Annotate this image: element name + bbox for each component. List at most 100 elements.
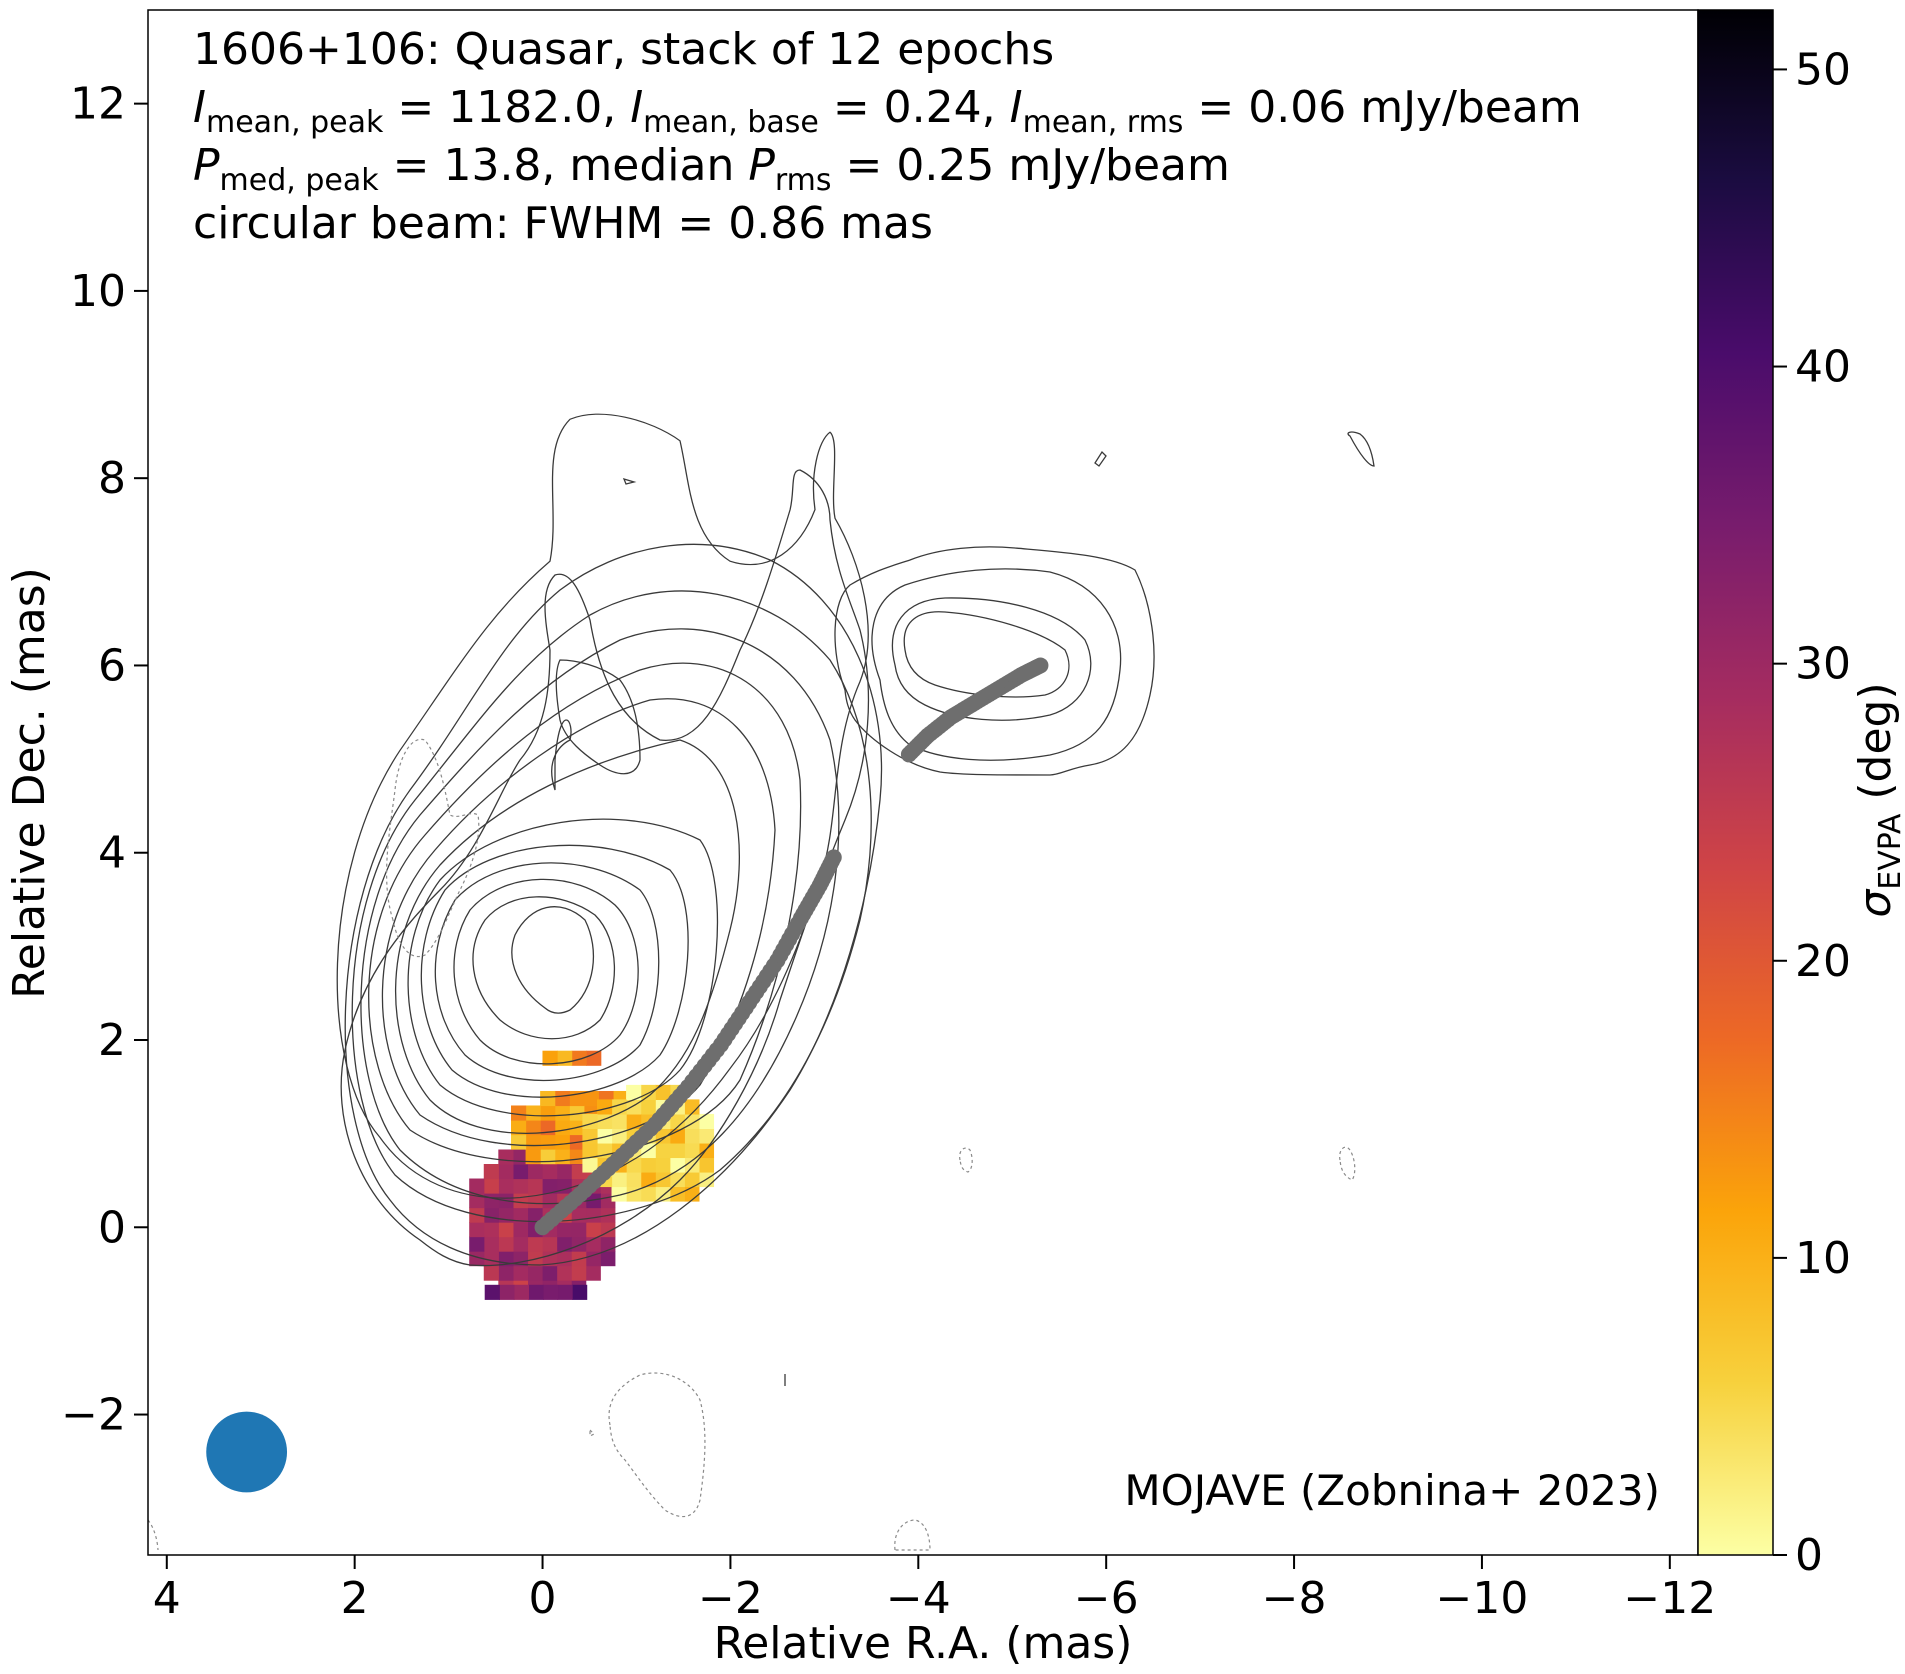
evpa-pixel: [556, 1178, 572, 1194]
evpa-pixel: [571, 1251, 587, 1267]
contour-core-6: [407, 818, 719, 1117]
evpa-pixel: [483, 1251, 499, 1267]
x-axis-title: Relative R.A. (mas): [714, 1618, 1133, 1669]
evpa-pixel: [512, 1193, 529, 1209]
evpa-pixel: [655, 1157, 671, 1173]
evpa-pixel: [600, 1222, 616, 1238]
i-mean-base-subscript: mean, base: [643, 105, 819, 140]
ridge-point: [825, 849, 842, 866]
evpa-pixel: [540, 1149, 556, 1165]
colorbar-ticks: 0 10 20 30 40 50: [1773, 44, 1851, 1581]
evpa-pixel: [527, 1178, 543, 1194]
evpa-pixel: [498, 1265, 514, 1281]
x-tick-label: −4: [886, 1573, 951, 1624]
ridge-point: [1032, 657, 1049, 674]
contour-core-1: [511, 906, 595, 1014]
evpa-pixel: [498, 1222, 514, 1238]
evpa-pixel: [557, 1284, 573, 1300]
ridge-line: [534, 657, 1049, 1236]
evpa-pixel: [626, 1084, 642, 1100]
colorbar-tick-label: 40: [1795, 342, 1851, 393]
y-tick-label: 2: [98, 1015, 126, 1066]
evpa-pixel: [525, 1134, 541, 1150]
evpa-pixel: [554, 1149, 570, 1165]
evpa-pixel: [540, 1105, 556, 1121]
evpa-pixel: [512, 1178, 529, 1194]
y-tick-label: 8: [98, 453, 126, 504]
evpa-pixel: [527, 1265, 543, 1281]
evpa-pixel: [527, 1207, 543, 1223]
stokes-i-contours: [148, 413, 1375, 1551]
p-med-peak-subscript: med, peak: [220, 163, 380, 198]
evpa-pixel: [585, 1207, 601, 1223]
i-mean-rms-subscript: mean, rms: [1023, 105, 1184, 140]
evpa-pixel: [583, 1090, 599, 1107]
contour-far-1: [903, 611, 1070, 698]
colorbar-tick-label: 30: [1795, 639, 1851, 690]
evpa-pixel: [511, 1105, 527, 1121]
evpa-pixel: [483, 1236, 499, 1252]
evpa-pixel: [571, 1236, 587, 1252]
contour-outer-lobe: [340, 469, 870, 1267]
evpa-pixel: [655, 1186, 671, 1202]
evpa-pixel: [596, 1128, 613, 1144]
evpa-pixel: [684, 1171, 700, 1188]
evpa-pixel: [569, 1149, 585, 1165]
contour-neg-5: [894, 1519, 931, 1551]
evpa-pixel: [527, 1164, 543, 1180]
evpa-pixel: [684, 1142, 700, 1159]
x-tick-label: 0: [529, 1573, 557, 1624]
evpa-pixel: [698, 1128, 715, 1144]
evpa-pixel: [513, 1284, 529, 1300]
colorbar-tick-label: 10: [1795, 1233, 1851, 1284]
evpa-pixel: [640, 1084, 656, 1100]
evpa-pixel: [512, 1207, 529, 1223]
i-mean-peak-value: = 1182.0,: [383, 82, 630, 133]
evpa-pixel: [542, 1265, 558, 1281]
annotation-line-4: circular beam: FWHM = 0.86 mas: [193, 198, 933, 249]
evpa-pixel: [556, 1222, 572, 1238]
ridge-segment-inner: [534, 849, 842, 1236]
contour-jet-5: [351, 590, 872, 1223]
colorbar: 0 10 20 30 40 50 σEVPA (deg): [1697, 9, 1905, 1581]
colorbar-tick-label: 50: [1795, 44, 1851, 95]
evpa-pixel: [669, 1171, 685, 1188]
evpa-pixel: [483, 1164, 499, 1180]
evpa-pixel: [582, 1142, 598, 1159]
x-axis: 4 2 0 −2 −4 −6 −8 −10 −12: [153, 1555, 1716, 1624]
i-mean-rms-value: = 0.06 mJy/beam: [1183, 82, 1581, 133]
evpa-pixel: [640, 1186, 656, 1202]
i-mean-rms-symbol: I: [1010, 82, 1023, 133]
contour-jet-4: [360, 628, 840, 1205]
contour-small-3: [622, 477, 637, 485]
evpa-pixel: [571, 1050, 587, 1066]
evpa-pixel: [611, 1186, 627, 1202]
contour-upper-outer: [551, 719, 572, 791]
evpa-pixel: [540, 1090, 556, 1107]
contour-far-2: [891, 597, 1092, 721]
evpa-pixel: [469, 1222, 485, 1238]
i-mean-peak-subscript: mean, peak: [206, 105, 384, 140]
evpa-pixel: [572, 1284, 588, 1300]
evpa-pixel: [669, 1113, 685, 1130]
evpa-pixel: [469, 1251, 485, 1267]
evpa-pixel: [669, 1128, 685, 1144]
annotation-line-1: 1606+106: Quasar, stack of 12 epochs: [193, 24, 1054, 75]
evpa-pixel: [626, 1113, 642, 1130]
evpa-pixel: [542, 1193, 558, 1209]
y-tick-label: 4: [98, 828, 126, 879]
i-mean-base-value: = 0.24,: [819, 82, 1010, 133]
evpa-pixel: [512, 1265, 529, 1281]
y-tick-label: 10: [70, 266, 126, 317]
x-tick-label: 4: [153, 1573, 181, 1624]
evpa-pixel: [527, 1236, 543, 1252]
evpa-pixel: [511, 1119, 527, 1136]
contour-neg-3: [959, 1147, 973, 1173]
evpa-pixel: [483, 1207, 499, 1223]
evpa-pixel: [684, 1099, 700, 1115]
evpa-pixel: [554, 1090, 570, 1107]
evpa-pixel: [684, 1128, 700, 1144]
evpa-pixel: [596, 1099, 613, 1115]
colorbar-title: σEVPA (deg): [1850, 682, 1905, 917]
